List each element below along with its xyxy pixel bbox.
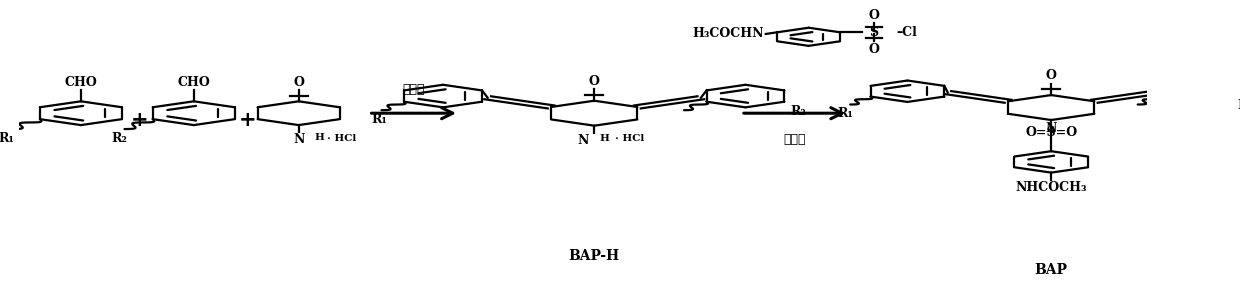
Text: R₁: R₁ [0,132,14,145]
Text: CHO: CHO [64,76,97,89]
Text: +: + [239,110,257,130]
Text: 催化剂: 催化剂 [403,83,425,96]
Text: R₂: R₂ [1238,99,1240,112]
Text: O: O [868,8,879,22]
Text: H: H [600,134,610,143]
Text: R₁: R₁ [838,107,853,120]
Text: R₁: R₁ [371,113,387,126]
Text: R₂: R₂ [110,132,126,145]
Text: O: O [868,43,879,56]
Text: N: N [578,134,589,147]
Text: BAP: BAP [1034,263,1068,277]
Text: BAP-H: BAP-H [569,249,620,263]
Text: N: N [1045,122,1056,135]
Text: O: O [293,76,304,89]
Text: CHO: CHO [177,76,210,89]
Text: H: H [315,133,325,142]
Text: +: + [130,110,149,130]
Text: S: S [869,26,878,39]
Text: 碱溶液: 碱溶液 [784,133,806,146]
Text: NHCOCH₃: NHCOCH₃ [1016,181,1087,194]
Text: O: O [589,75,600,88]
Text: O=S=O: O=S=O [1025,126,1078,139]
Text: –Cl: –Cl [897,26,918,39]
Text: H₃COCHN: H₃COCHN [692,27,764,40]
Text: · HCl: · HCl [615,134,644,143]
Text: N: N [293,133,304,146]
Text: · HCl: · HCl [327,134,356,143]
Text: R₂: R₂ [790,104,806,117]
Text: O: O [1045,69,1056,82]
